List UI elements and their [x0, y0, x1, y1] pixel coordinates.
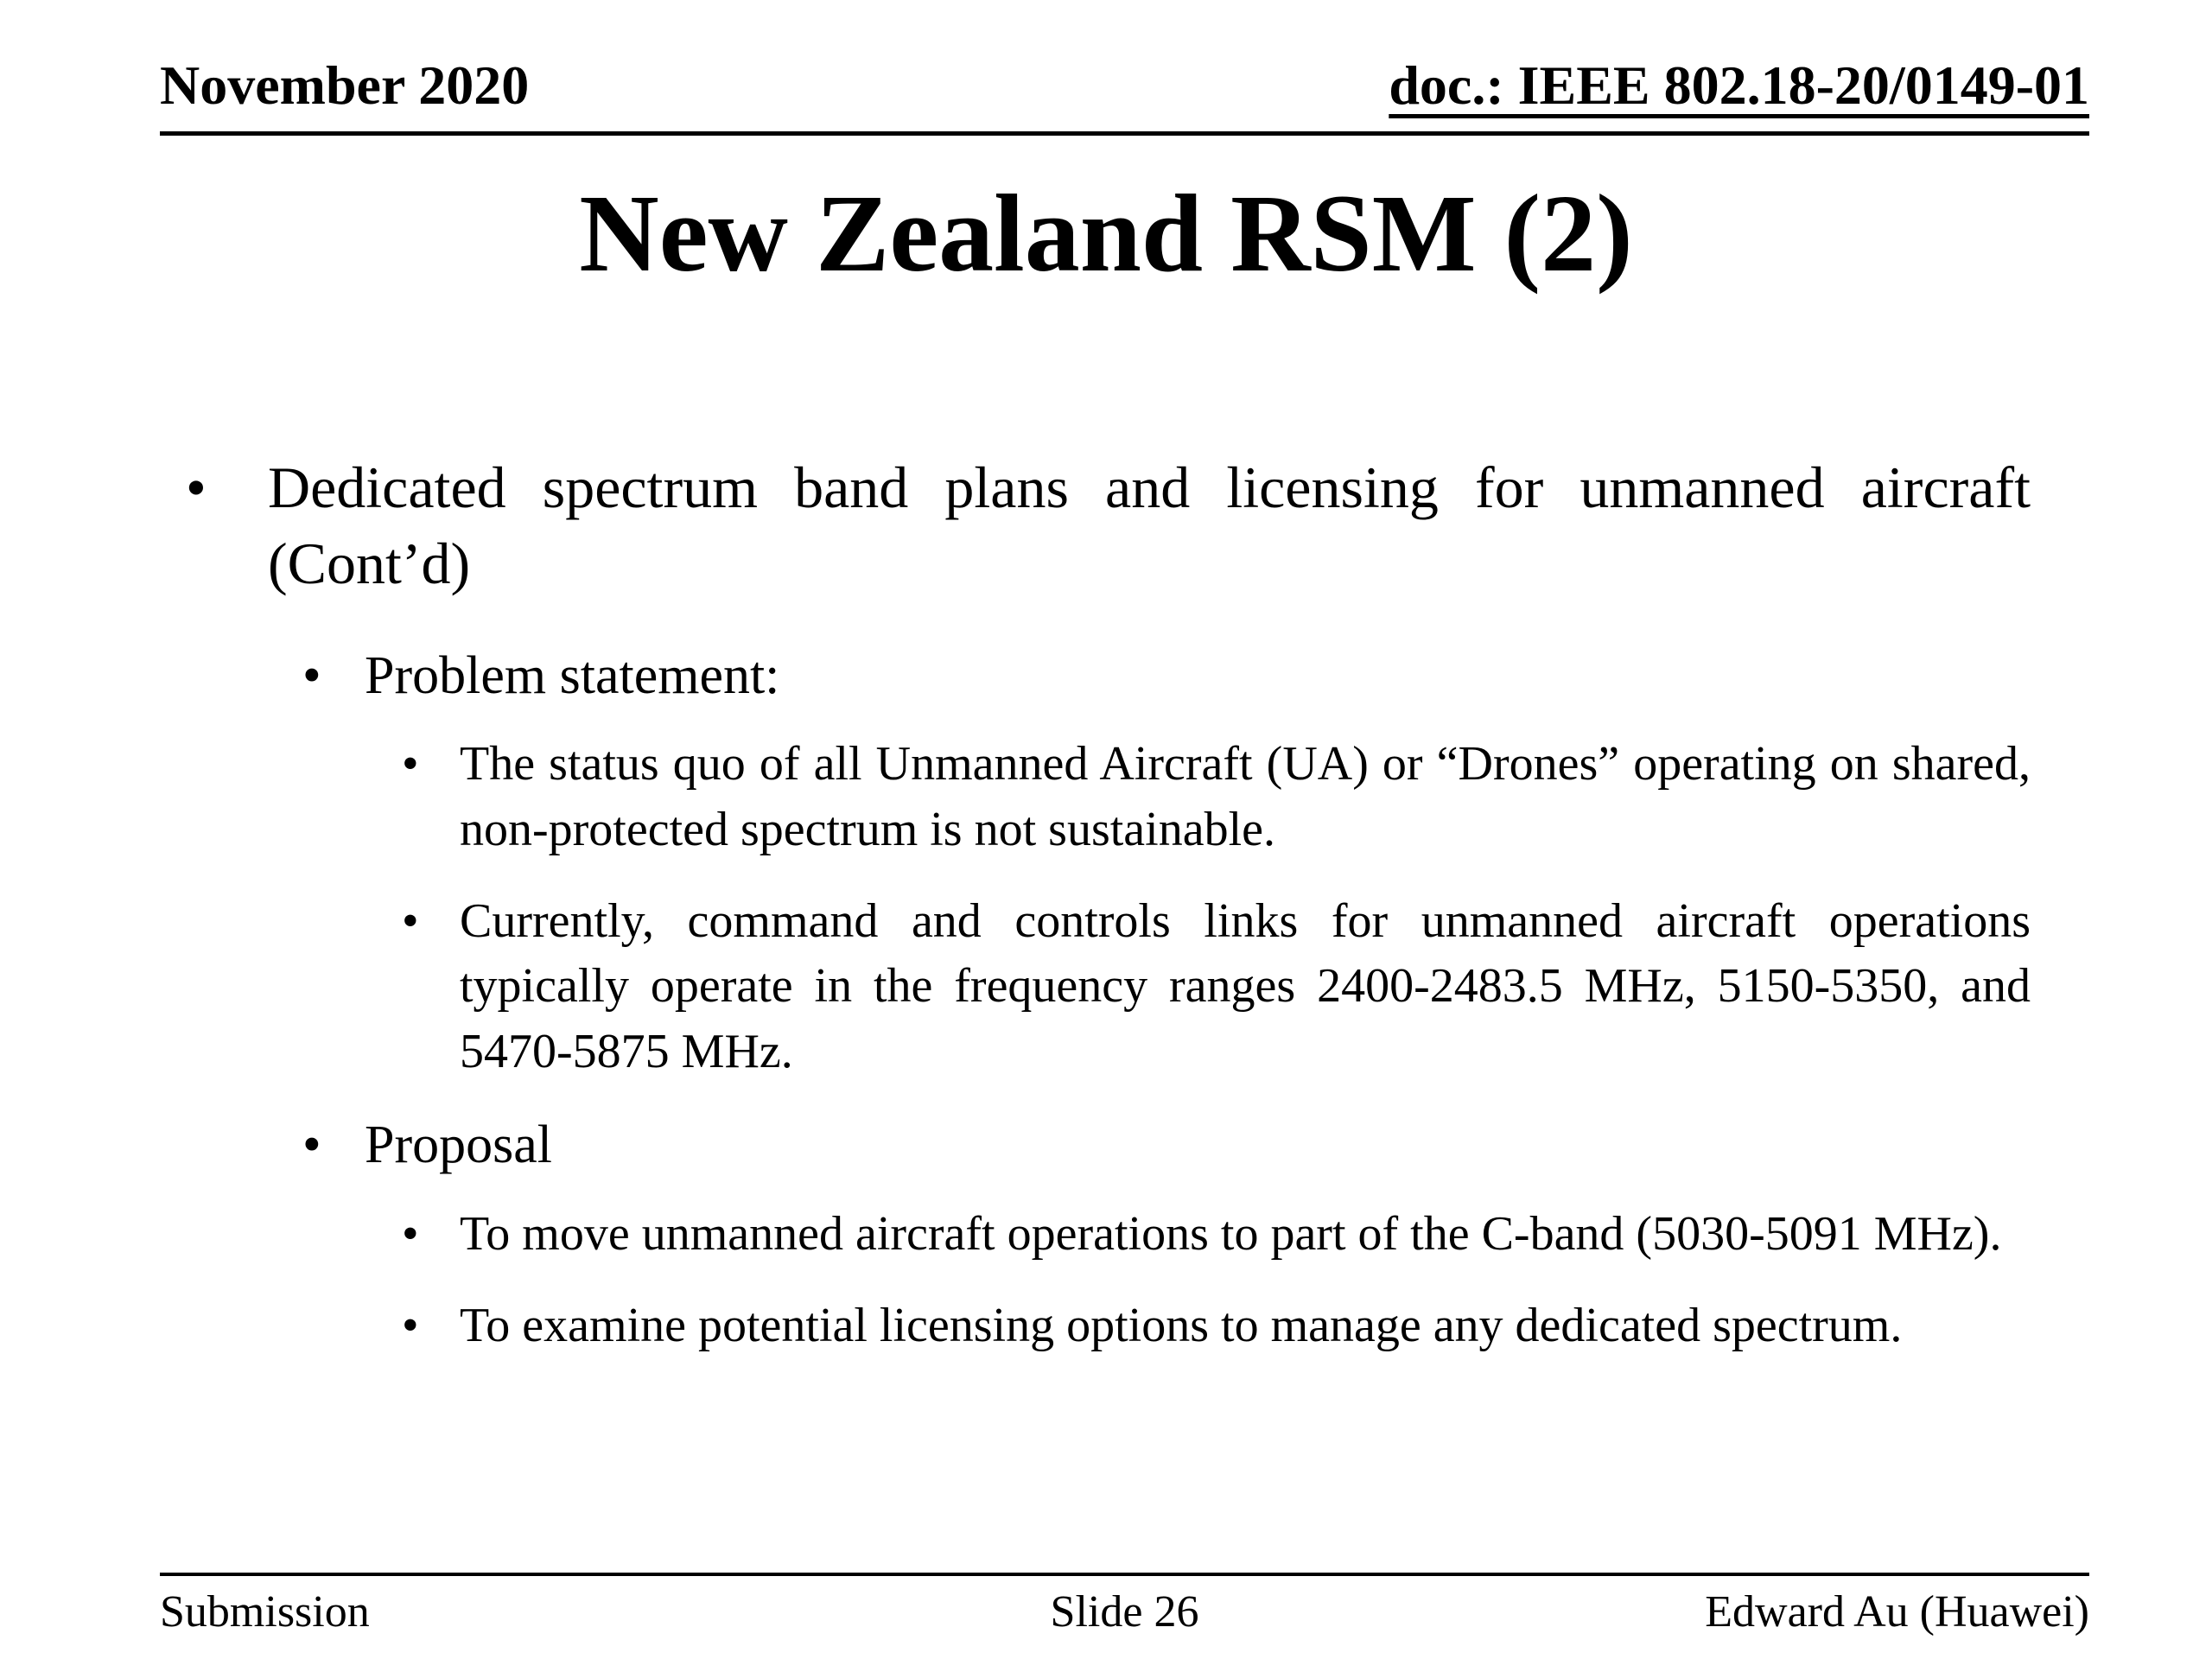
bullet-text: The status quo of all Unmanned Aircraft … [460, 737, 2031, 856]
slide-title: New Zealand RSM (2) [579, 172, 1633, 295]
slide-header: November 2020 doc.: IEEE 802.18-20/0149-… [160, 54, 2089, 136]
bullet-item-level2: • Problem statement: [302, 641, 2031, 711]
bullet-text: Problem statement: [365, 645, 780, 705]
bullet-item-level1: • Dedicated spectrum band plans and lice… [186, 449, 2031, 602]
bullet-text: To move unmanned aircraft operations to … [460, 1206, 2002, 1261]
bullet-marker-icon: • [402, 737, 419, 791]
bullet-text: Proposal [365, 1116, 552, 1175]
slide-footer: Submission Slide 26 Edward Au (Huawei) [160, 1573, 2089, 1637]
bullet-marker-icon: • [302, 1116, 321, 1175]
bullet-marker-icon: • [402, 1206, 419, 1261]
bullet-item-level2: • Proposal [302, 1110, 2031, 1180]
footer-author: Edward Au (Huawei) [1705, 1587, 2089, 1637]
bullet-item-level3: • Currently, command and controls links … [402, 889, 2031, 1085]
bullet-item-level3: • The status quo of all Unmanned Aircraf… [402, 732, 2031, 862]
slide-body: • Dedicated spectrum band plans and lice… [186, 449, 2031, 1384]
bullet-text: To examine potential licensing options t… [460, 1298, 1903, 1352]
bullet-text: Currently, command and controls links fo… [460, 893, 2031, 1078]
bullet-marker-icon: • [402, 893, 419, 948]
footer-submission-label: Submission [160, 1587, 370, 1637]
header-date: November 2020 [160, 54, 530, 116]
footer-slide-number: Slide 26 [1050, 1587, 1199, 1637]
bullet-text: Dedicated spectrum band plans and licens… [268, 454, 2031, 597]
bullet-item-level3: • To move unmanned aircraft operations t… [402, 1202, 2031, 1268]
bullet-marker-icon: • [402, 1298, 419, 1352]
header-doc-number: doc.: IEEE 802.18-20/0149-01 [1389, 54, 2089, 116]
bullet-marker-icon: • [302, 645, 321, 705]
bullet-item-level3: • To examine potential licensing options… [402, 1294, 2031, 1359]
bullet-marker-icon: • [186, 454, 207, 520]
